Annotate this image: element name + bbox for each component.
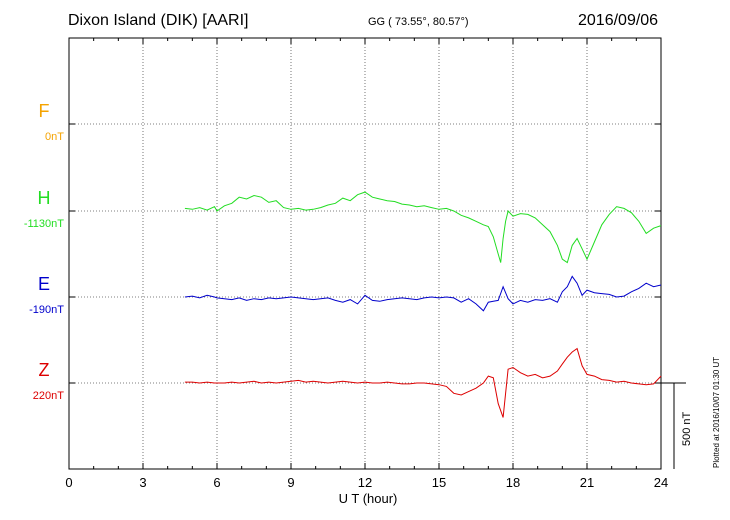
series-baseline-h: -1130nT: [24, 218, 64, 230]
series-group: [184, 191, 662, 418]
x-axis-label: U T (hour): [339, 491, 398, 506]
series-name-z: Z: [39, 360, 50, 380]
grid: [69, 38, 661, 469]
x-tick-label: 24: [654, 475, 668, 490]
x-tick-label: 3: [139, 475, 146, 490]
scale-bar: 500 nT: [661, 382, 693, 469]
series-line-e: [184, 275, 662, 312]
x-tick-label: 9: [287, 475, 294, 490]
component-labels: F 0nT H -1130nT E -190nT Z 220nT: [24, 101, 64, 402]
chart-date: 2016/09/06: [578, 12, 659, 29]
station-coordinates: GG ( 73.55°, 80.57°): [368, 16, 469, 28]
x-tick-label: 6: [213, 475, 220, 490]
x-tick-label: 18: [506, 475, 520, 490]
x-tick-label: 0: [65, 475, 72, 490]
scale-bar-label: 500 nT: [681, 411, 693, 446]
x-tick-label: 21: [580, 475, 594, 490]
x-tick-label: 12: [358, 475, 372, 490]
series-baseline-f: 0nT: [45, 131, 64, 143]
chart-title: Dixon Island (DIK) [AARI]: [68, 12, 249, 29]
series-baseline-e: -190nT: [29, 304, 64, 316]
series-name-f: F: [39, 101, 50, 121]
x-ticks: 0 3 6 9 12 15 18 21 24: [65, 38, 668, 490]
series-line-z: [184, 347, 662, 418]
series-line-h: [184, 191, 662, 264]
x-tick-label: 15: [432, 475, 446, 490]
series-name-e: E: [38, 274, 50, 294]
series-baseline-z: 220nT: [33, 390, 64, 402]
series-name-h: H: [38, 188, 51, 208]
